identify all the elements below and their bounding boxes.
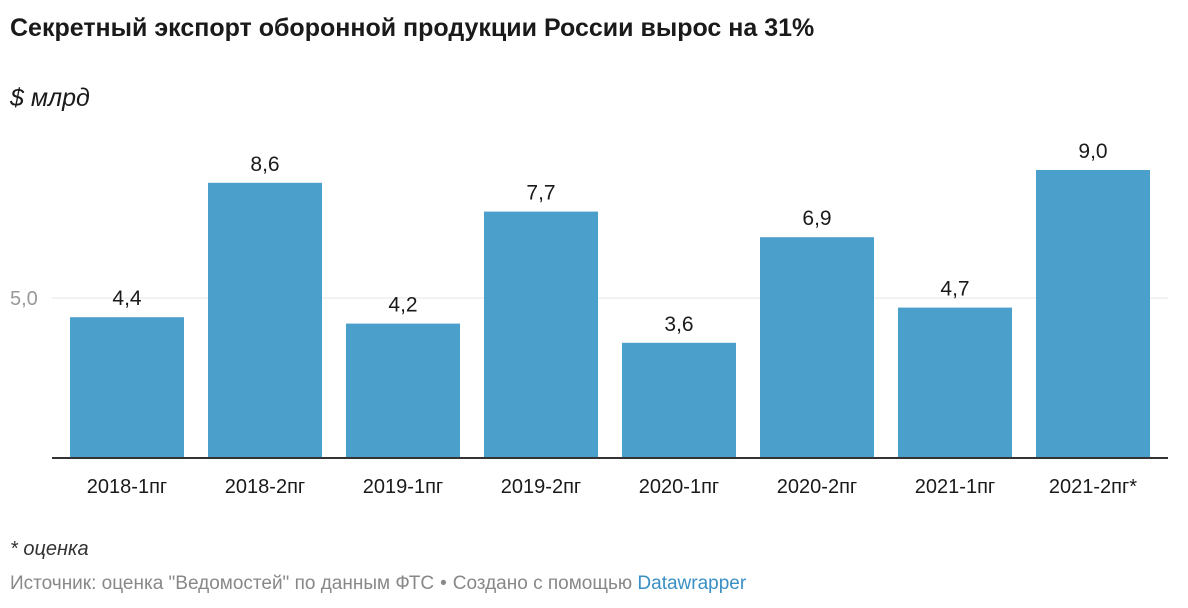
- chart-title: Секретный экспорт оборонной продукции Ро…: [10, 14, 815, 42]
- bar-chart: 5,0 4,4 2018-1пг 8,6 2018-2пг 4,2 2019-1пг 7,7 2…: [10, 140, 1168, 498]
- bar: [898, 307, 1012, 458]
- source-text: Источник: оценка "Ведомостей" по данным …: [10, 573, 435, 594]
- bar: [484, 211, 598, 458]
- x-tick-label: 2019-2пг: [501, 476, 581, 498]
- datawrapper-link[interactable]: Datawrapper: [637, 573, 747, 594]
- x-tick-label: 2018-1пг: [87, 476, 167, 498]
- unit-label: $ млрд: [10, 84, 90, 112]
- separator-dot: •: [440, 573, 447, 594]
- bar: [622, 342, 736, 458]
- data-label: 6,9: [802, 207, 831, 230]
- data-label: 4,7: [940, 278, 969, 301]
- x-tick-label: 2020-1пг: [639, 476, 719, 498]
- bar: [70, 317, 184, 458]
- x-tick-label: 2021-2пг*: [1049, 476, 1137, 498]
- data-label: 4,4: [112, 287, 142, 310]
- data-label: 3,6: [664, 313, 693, 336]
- x-tick-label: 2020-2пг: [777, 476, 857, 498]
- created-with-text: Создано с помощью: [452, 573, 633, 594]
- data-label: 8,6: [250, 153, 279, 176]
- bar: [1036, 170, 1150, 458]
- source-line: Источник: оценка "Ведомостей" по данным …: [10, 573, 746, 595]
- y-tick-label: 5,0: [10, 288, 38, 310]
- bar: [208, 182, 322, 459]
- bar: [760, 237, 874, 458]
- footnote: * оценка: [10, 538, 89, 560]
- x-tick-label: 2019-1пг: [363, 476, 443, 498]
- data-label: 7,7: [526, 182, 555, 205]
- data-label: 4,2: [388, 294, 417, 317]
- bar: [346, 323, 460, 458]
- x-tick-label: 2018-2пг: [225, 476, 305, 498]
- data-label: 9,0: [1078, 140, 1107, 163]
- x-tick-label: 2021-1пг: [915, 476, 995, 498]
